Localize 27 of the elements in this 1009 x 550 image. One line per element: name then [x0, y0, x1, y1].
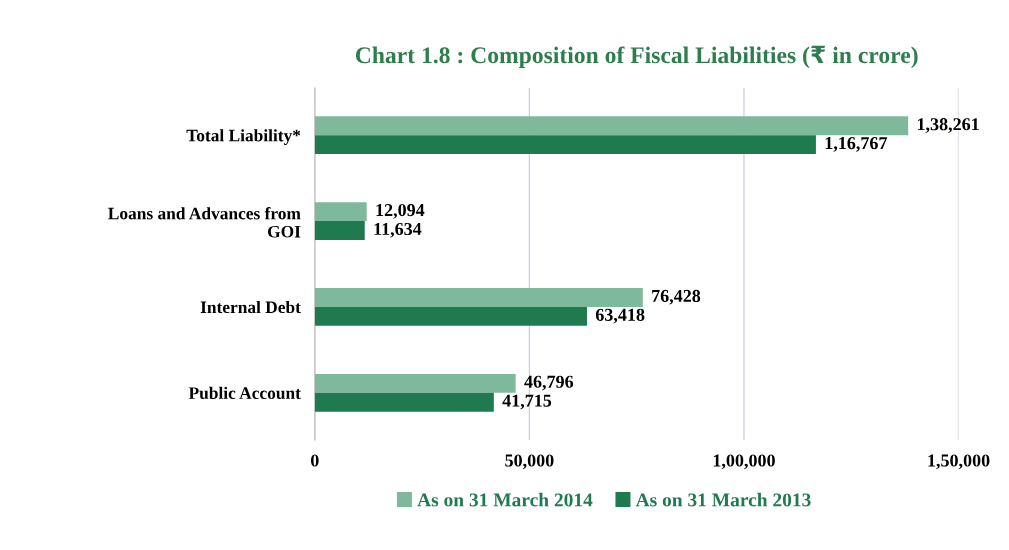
y-tick-label: Public Account [188, 386, 301, 400]
bar [314, 135, 816, 155]
data-label: 46,796 [524, 375, 574, 391]
data-label: 63,418 [595, 308, 645, 324]
chart-title: Chart 1.8 : Composition of Fiscal Liabilities (₹ in crore) [355, 45, 918, 69]
data-label: 1,16,767 [825, 137, 888, 152]
data-label: 1,38,261 [917, 118, 979, 133]
bar [314, 202, 367, 222]
data-label: 12,094 [376, 203, 425, 219]
legend-label: As on 31 March 2013 [635, 492, 811, 507]
bar [314, 116, 909, 136]
y-tick-label: Total Liability* [186, 129, 301, 145]
legend-label: As on 31 March 2014 [417, 492, 593, 507]
bar [314, 373, 516, 393]
bar [314, 392, 494, 412]
data-label: 11,634 [374, 222, 422, 238]
x-tick-label: 0 [310, 454, 319, 467]
x-tick-label: 1,50,000 [928, 454, 990, 470]
y-tick-label: Loans and Advances from GOI [108, 207, 301, 238]
bar [314, 306, 587, 326]
bar [314, 221, 365, 240]
bar [314, 288, 643, 307]
data-label: 76,428 [652, 289, 701, 305]
x-tick-label: 50,000 [505, 454, 554, 470]
x-tick-label: 1,00,000 [713, 454, 775, 470]
data-label: 41,715 [502, 394, 552, 410]
y-tick-label: Internal Debt [200, 300, 301, 314]
